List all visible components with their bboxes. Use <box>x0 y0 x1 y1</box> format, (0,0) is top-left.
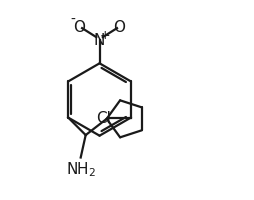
Text: O: O <box>114 20 125 34</box>
Text: -: - <box>70 13 75 27</box>
Text: +: + <box>100 28 110 41</box>
Text: O: O <box>74 20 86 34</box>
Text: Cl: Cl <box>96 111 111 125</box>
Text: N: N <box>94 33 105 48</box>
Text: NH$_2$: NH$_2$ <box>66 160 96 178</box>
